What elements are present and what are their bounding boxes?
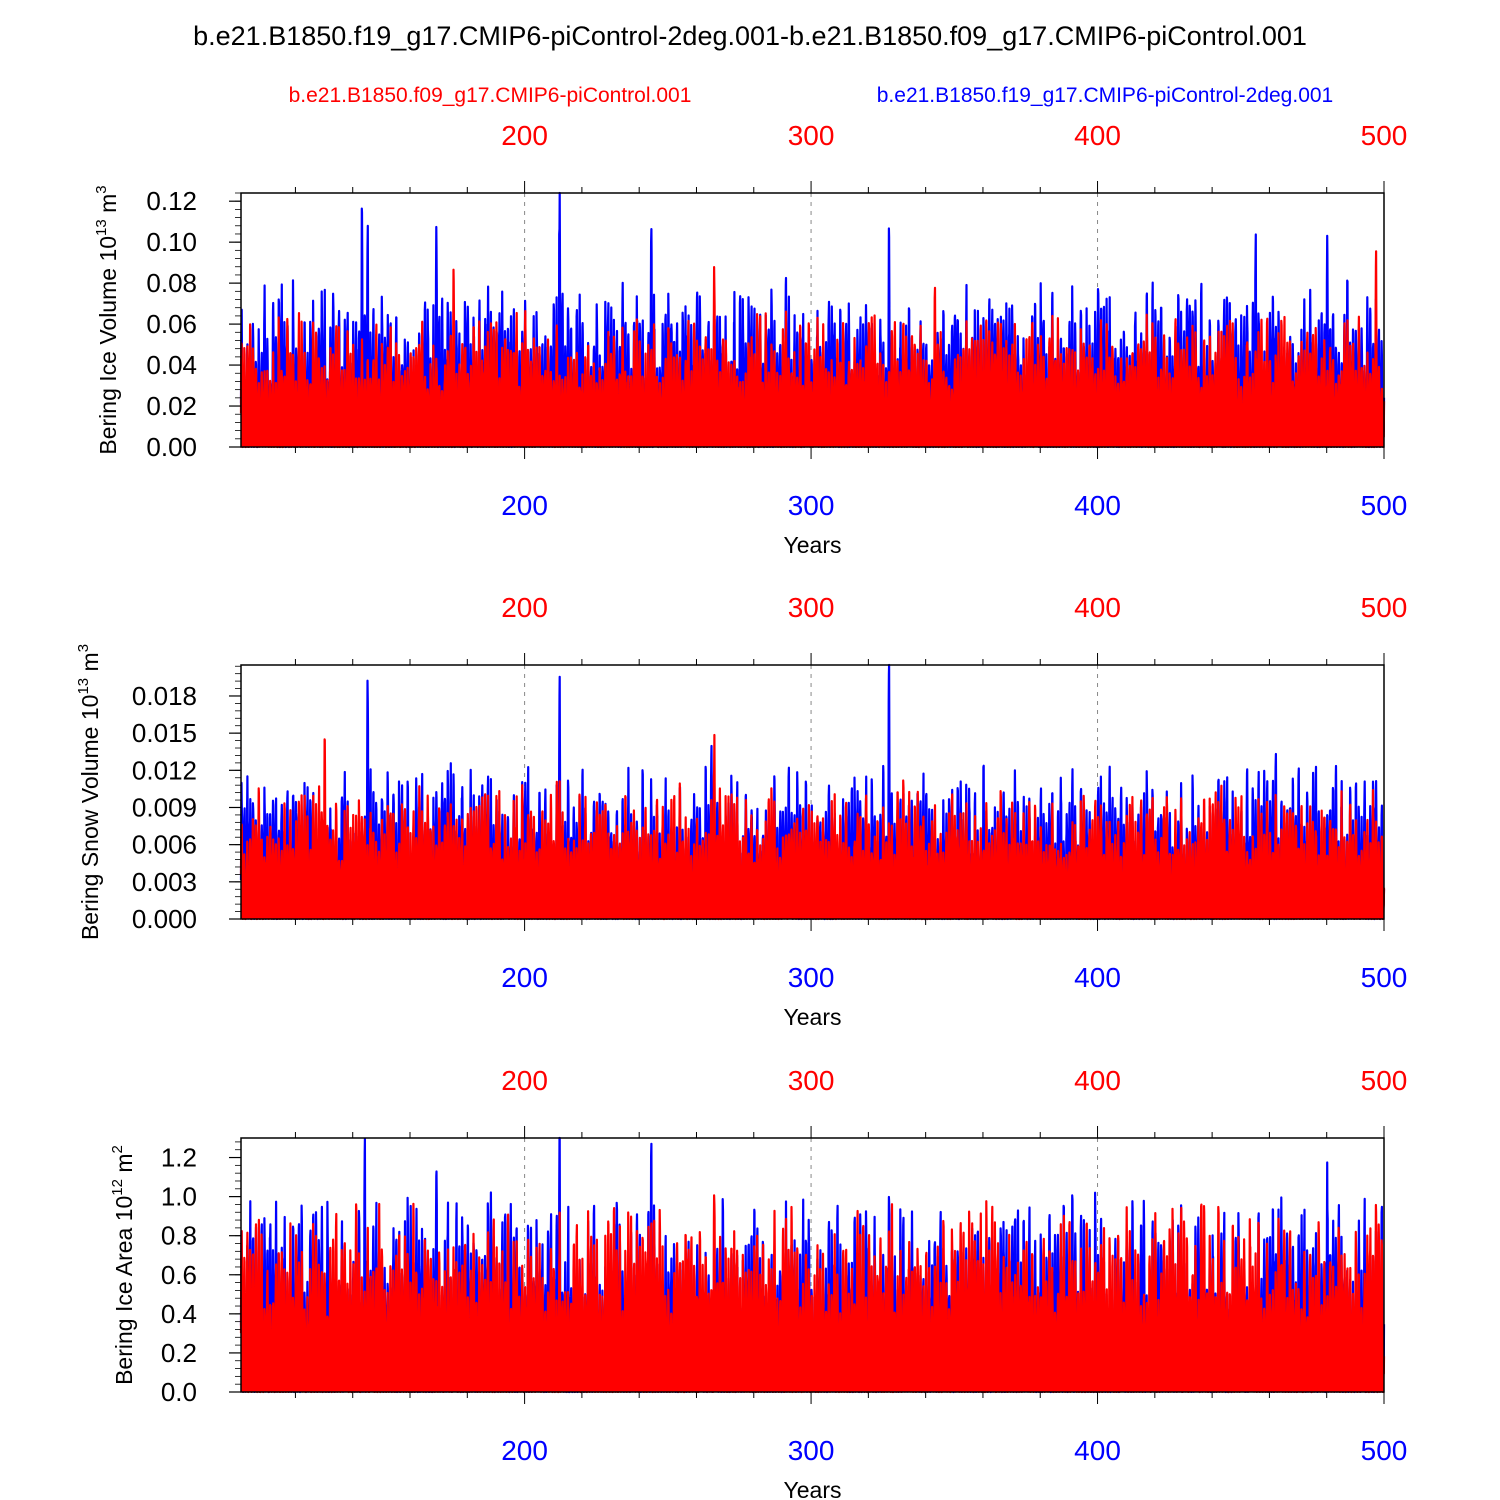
x-axis-label: Years [784, 1477, 842, 1500]
xtick-label-top: 300 [788, 120, 835, 151]
ytick-label: 0.06 [146, 309, 197, 339]
y-axis-label: Bering Ice Volume 1013 m3 [93, 185, 121, 454]
legend-entry-blue: b.e21.B1850.f19_g17.CMIP6-piControl-2deg… [877, 84, 1333, 107]
ytick-label: 0.000 [132, 904, 197, 934]
xtick-label-top: 300 [788, 592, 835, 623]
xtick-label-bottom: 300 [788, 962, 835, 993]
xtick-label-top: 200 [501, 1065, 548, 1096]
ytick-label: 0.015 [132, 718, 197, 748]
xtick-label-top: 500 [1361, 592, 1408, 623]
ytick-label: 0.6 [161, 1260, 197, 1290]
ytick-label: 0.02 [146, 391, 197, 421]
ytick-label: 1.0 [161, 1182, 197, 1212]
xtick-label-bottom: 500 [1361, 962, 1408, 993]
x-axis-label: Years [784, 1004, 842, 1030]
panel-snow_volume: 0.000 0.003 0.006 0.009 0.012 0.015 0.018 200 20… [75, 592, 1407, 1030]
x-axis-label: Years [784, 532, 842, 558]
ytick-label: 0.0 [161, 1377, 197, 1407]
ytick-label: 0.00 [146, 432, 197, 462]
xtick-label-top: 500 [1361, 120, 1408, 151]
xtick-label-top: 400 [1074, 592, 1121, 623]
ytick-label: 0.018 [132, 681, 197, 711]
xtick-label-bottom: 500 [1361, 490, 1408, 521]
y-axis-label: Bering Ice Area 1012 m2 [109, 1145, 137, 1385]
plot-frame [240, 192, 1385, 448]
ytick-label: 0.10 [146, 227, 197, 257]
ytick-label: 0.2 [161, 1338, 197, 1368]
plot-frame [240, 664, 1385, 920]
xtick-label-bottom: 500 [1361, 1435, 1408, 1466]
plot-frame [240, 1137, 1385, 1393]
figure-title: b.e21.B1850.f19_g17.CMIP6-piControl-2deg… [193, 21, 1307, 51]
series-line-red [239, 250, 1386, 449]
xtick-label-bottom: 300 [788, 490, 835, 521]
xtick-label-top: 200 [501, 592, 548, 623]
xtick-label-top: 300 [788, 1065, 835, 1096]
ytick-label: 0.006 [132, 830, 197, 860]
ytick-label: 0.04 [146, 350, 197, 380]
ytick-label: 0.12 [146, 186, 197, 216]
xtick-label-top: 200 [501, 120, 548, 151]
panels: 0.00 0.02 0.04 0.06 0.08 0.10 0.12 200 200 300 300… [75, 120, 1407, 1500]
xtick-label-bottom: 400 [1074, 490, 1121, 521]
ytick-label: 0.012 [132, 755, 197, 785]
xtick-label-bottom: 300 [788, 1435, 835, 1466]
xtick-label-bottom: 400 [1074, 962, 1121, 993]
xtick-label-top: 400 [1074, 1065, 1121, 1096]
xtick-label-top: 500 [1361, 1065, 1408, 1096]
legend-entry-red: b.e21.B1850.f09_g17.CMIP6-piControl.001 [289, 84, 692, 107]
xtick-label-bottom: 200 [501, 490, 548, 521]
ytick-label: 0.08 [146, 268, 197, 298]
series-line-red [239, 733, 1386, 921]
ytick-label: 0.009 [132, 792, 197, 822]
ytick-label: 1.2 [161, 1143, 197, 1173]
panel-ice_area: 0.0 0.2 0.4 0.6 0.8 1.0 1.2 200 200 300 300 400 400 5… [109, 1065, 1407, 1500]
xtick-label-bottom: 400 [1074, 1435, 1121, 1466]
xtick-label-bottom: 200 [501, 962, 548, 993]
ytick-label: 0.003 [132, 867, 197, 897]
ytick-label: 0.8 [161, 1221, 197, 1251]
panel-ice_volume: 0.00 0.02 0.04 0.06 0.08 0.10 0.12 200 200 300 300… [93, 120, 1407, 558]
ytick-label: 0.4 [161, 1299, 197, 1329]
y-axis-label: Bering Snow Volume 1013 m3 [75, 644, 103, 940]
xtick-label-top: 400 [1074, 120, 1121, 151]
xtick-label-bottom: 200 [501, 1435, 548, 1466]
